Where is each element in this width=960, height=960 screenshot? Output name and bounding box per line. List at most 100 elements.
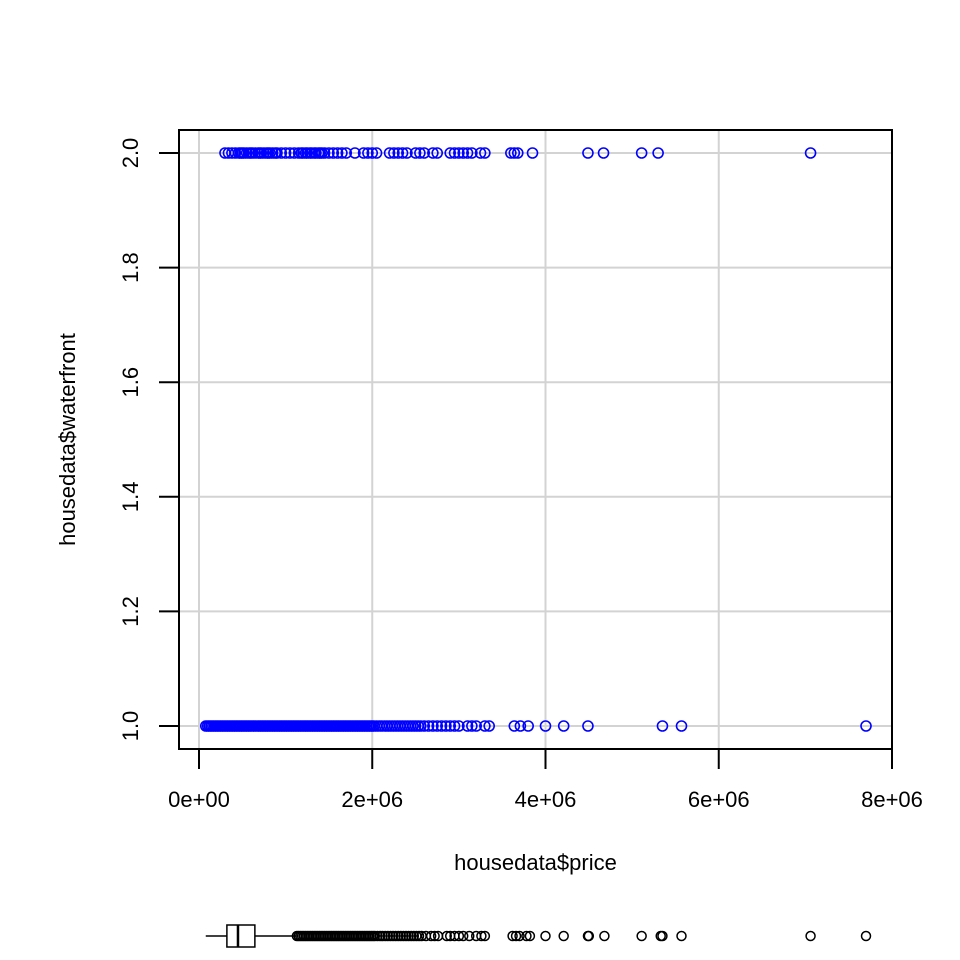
data-point	[453, 147, 465, 159]
data-point	[396, 147, 409, 159]
data-point	[466, 147, 478, 159]
data-point	[383, 147, 396, 159]
data-point	[508, 720, 521, 732]
boxplot-outlier	[599, 930, 610, 942]
data-point	[414, 720, 427, 732]
data-point	[229, 147, 242, 159]
data-point	[635, 147, 648, 159]
boxplot-outlier	[441, 930, 452, 942]
x-axis: 0e+00 2e+06 4e+06 6e+06 8e+06	[168, 748, 923, 812]
boxplot-outlier	[510, 930, 522, 942]
boxplot-outlier	[514, 930, 525, 942]
data-point	[539, 720, 552, 732]
data-point	[349, 147, 361, 159]
x-tick-label: 4e+06	[515, 787, 577, 812]
data-point	[656, 720, 669, 732]
plot-frame	[178, 129, 893, 750]
data-point	[582, 147, 594, 159]
data-point	[470, 720, 483, 732]
data-point	[804, 147, 817, 159]
data-point	[522, 720, 534, 732]
data-point	[479, 147, 491, 159]
data-point	[340, 147, 353, 159]
data-point	[366, 147, 379, 159]
grid-lines	[179, 130, 893, 749]
data-point	[427, 147, 439, 159]
boxplot-outlier	[521, 930, 532, 942]
data-point	[511, 147, 524, 159]
data-point	[318, 147, 331, 159]
data-point	[514, 720, 527, 732]
data-point	[435, 720, 448, 732]
y-axis: 1.0 1.2 1.4 1.6 1.8 2.0	[118, 138, 180, 742]
boxplot-outlier	[507, 930, 518, 942]
boxplot-outlier	[464, 930, 475, 942]
data-point	[431, 720, 444, 732]
data-point	[362, 147, 374, 159]
x-axis-label: housedata$price	[454, 850, 617, 875]
boxplot-box	[226, 924, 256, 948]
y-tick-label: 1.6	[118, 367, 143, 398]
data-point	[652, 147, 664, 159]
boxplot-outlier	[453, 930, 465, 942]
data-point	[440, 720, 452, 732]
data-point	[582, 720, 594, 732]
x-tick-label: 8e+06	[861, 787, 923, 812]
data-point	[431, 147, 444, 159]
data-points	[199, 147, 872, 732]
boxplot-outlier	[524, 930, 536, 942]
data-point	[444, 147, 457, 159]
y-tick-label: 1.4	[118, 482, 143, 513]
boxplot-outlier	[860, 930, 872, 942]
data-point	[448, 147, 461, 159]
data-point	[427, 720, 439, 732]
data-point	[557, 720, 570, 732]
x-tick-label: 2e+06	[341, 787, 403, 812]
data-point	[479, 720, 491, 732]
x-tick-label: 0e+00	[168, 787, 230, 812]
boxplot-outlier	[429, 930, 440, 942]
data-point	[483, 720, 495, 732]
data-point	[444, 720, 457, 732]
data-point	[414, 147, 426, 159]
y-tick-label: 1.8	[118, 252, 143, 283]
boxplot-outlier	[805, 930, 816, 942]
data-point	[505, 147, 517, 159]
boxplot-outlier	[676, 930, 687, 942]
data-point	[279, 147, 292, 159]
data-point	[336, 147, 348, 159]
data-point	[448, 720, 461, 732]
data-point	[409, 147, 422, 159]
data-point	[422, 720, 435, 732]
boxplot-outlier	[558, 930, 569, 942]
boxplot-outlier	[636, 930, 647, 942]
data-point	[597, 147, 610, 159]
data-point	[327, 147, 340, 159]
data-point	[392, 147, 405, 159]
data-point	[323, 147, 335, 159]
data-point	[461, 147, 474, 159]
y-tick-label: 1.2	[118, 596, 143, 627]
boxplot-outlier	[425, 930, 437, 942]
y-tick-label: 1.0	[118, 711, 143, 742]
data-point	[461, 720, 474, 732]
data-point	[526, 147, 539, 159]
data-point	[457, 147, 470, 159]
data-point	[271, 147, 283, 159]
y-tick-label: 2.0	[118, 138, 143, 169]
data-point	[675, 720, 688, 732]
data-point	[370, 147, 383, 159]
data-point	[418, 147, 431, 159]
boxplot-outlier	[583, 930, 595, 942]
y-axis-label: housedata$waterfront	[55, 333, 80, 546]
data-point	[275, 147, 288, 159]
boxplot-outlier	[476, 930, 487, 942]
boxplot-outlier	[657, 930, 668, 942]
boxplot-outlier	[457, 930, 469, 942]
data-point	[284, 147, 296, 159]
data-point	[357, 147, 370, 159]
data-point	[388, 147, 400, 159]
boxplot-outlier	[479, 930, 491, 942]
data-point	[401, 147, 413, 159]
